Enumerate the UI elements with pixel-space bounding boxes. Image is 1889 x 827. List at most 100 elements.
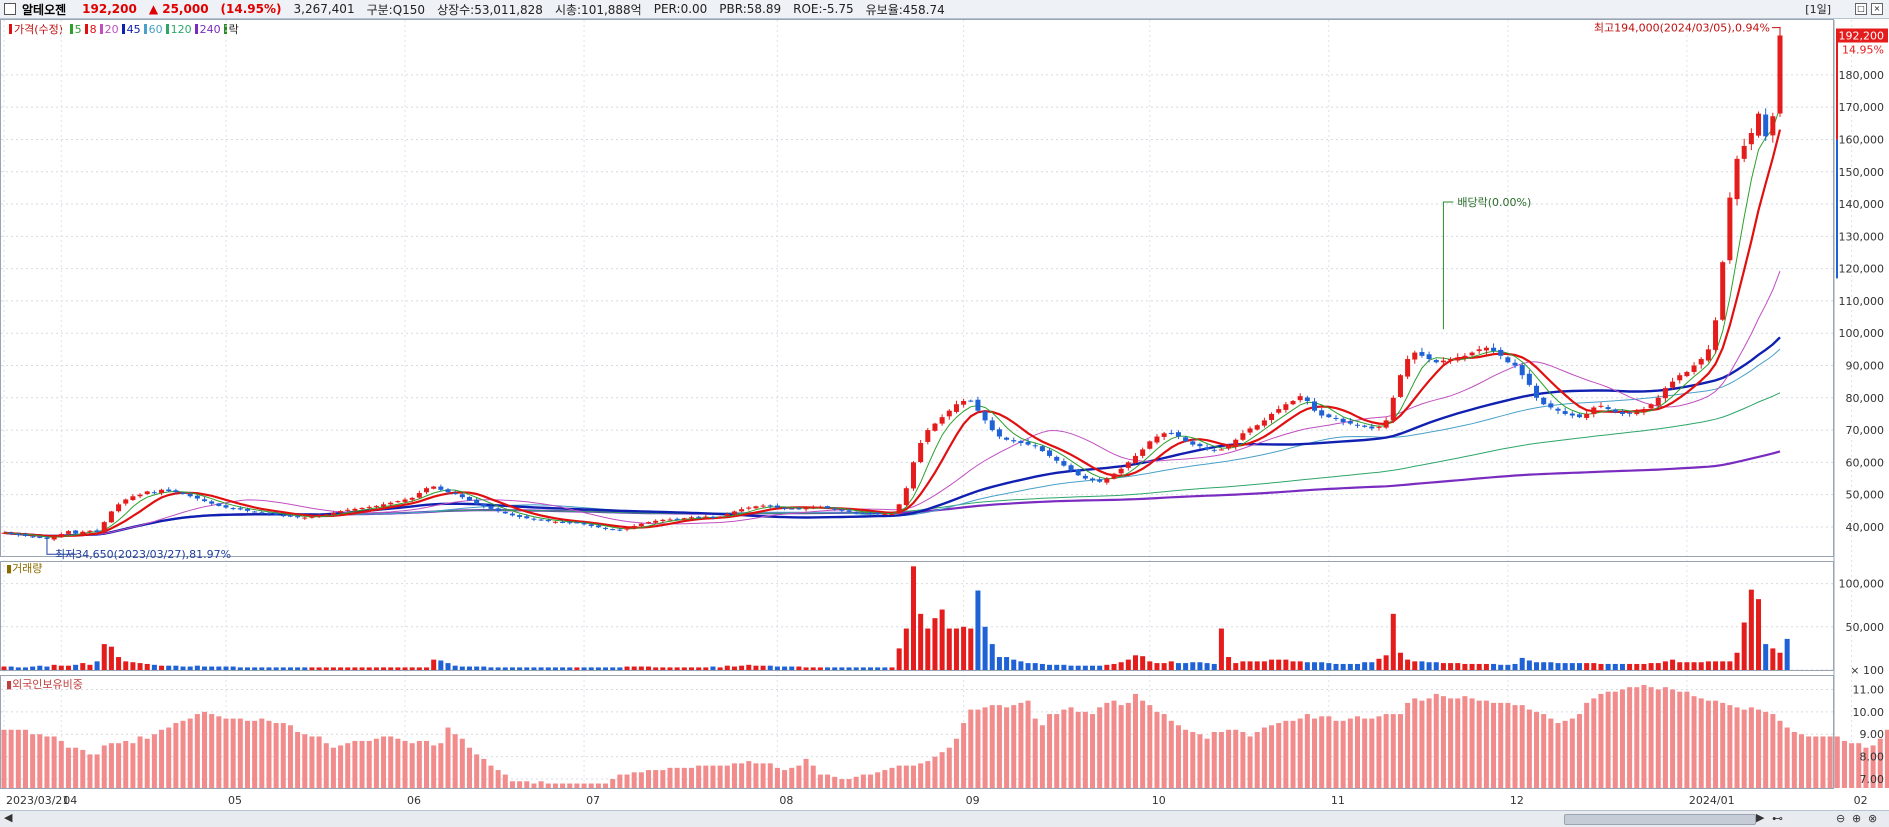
foreign-bar	[1383, 714, 1389, 788]
volume-bar	[739, 665, 745, 670]
candle-body	[1605, 407, 1611, 410]
volume-bar	[1397, 652, 1403, 670]
foreign-bar	[1827, 736, 1833, 788]
candle-body	[338, 511, 344, 513]
dividend-marker	[1442, 201, 1454, 330]
candle-body	[731, 511, 737, 515]
candle-body	[352, 508, 358, 511]
zoom-in-icon[interactable]: ⊕	[1852, 812, 1862, 825]
maximize-icon[interactable]: □	[1855, 3, 1867, 15]
volume-bar	[1290, 661, 1296, 670]
price-legend-label[interactable]: 가격(수정)	[14, 23, 64, 36]
candle-body	[1276, 409, 1282, 413]
candle-body	[166, 489, 172, 492]
volume-bar	[202, 666, 208, 670]
candle-body	[1347, 421, 1353, 424]
candle-body	[22, 534, 28, 536]
candle-body	[1004, 437, 1010, 440]
foreign-bar	[130, 743, 136, 788]
close-icon[interactable]: ×	[1871, 3, 1883, 15]
foreign-bar	[724, 765, 730, 788]
foreign-tick-label: 7.00	[1860, 773, 1885, 786]
volume-bar	[1276, 659, 1282, 670]
foreign-pane-title[interactable]: ▮외국인보유비중	[6, 678, 83, 691]
candle-body	[1562, 411, 1568, 414]
foreign-bar	[1140, 700, 1146, 788]
candle-body	[717, 516, 723, 518]
chart-canvas[interactable]: 40,000 50,000 60,000 70,000 80,000 90,000 100,…	[0, 0, 1889, 810]
zoom-reset-icon[interactable]: ⊗	[1868, 812, 1878, 825]
ma-legend-label[interactable]: 20	[104, 23, 119, 36]
volume-bar	[381, 667, 387, 670]
volume-bar	[696, 667, 702, 670]
candle-body	[1491, 347, 1497, 351]
pane-border	[0, 19, 1834, 557]
volume-bar	[638, 666, 644, 670]
foreign-bar	[681, 767, 687, 788]
candle-body	[1763, 114, 1769, 137]
foreign-bar	[73, 747, 79, 788]
candle-body	[1612, 409, 1618, 413]
candle-body	[1412, 352, 1418, 360]
horizontal-scrollbar[interactable]: ◀ ▶ ⊷ ⊖ ⊕ ⊗	[0, 810, 1889, 827]
candle-body	[1068, 465, 1074, 471]
ma-legend-label[interactable]: 45	[126, 23, 141, 36]
volume-bar	[1440, 663, 1446, 670]
volume-bar	[1018, 661, 1024, 670]
foreign-bar	[1677, 691, 1683, 788]
ma-legend-label[interactable]: 120	[170, 23, 192, 36]
foreign-bar	[910, 765, 916, 788]
candle-body	[817, 506, 823, 508]
foreign-bar	[1756, 709, 1762, 788]
candle-body	[753, 506, 759, 509]
volume-bar	[846, 667, 852, 670]
volume-pane-title[interactable]: ▮거래량	[6, 562, 43, 575]
volume-bar	[1333, 663, 1339, 670]
ma-legend-label[interactable]: 5	[74, 23, 82, 36]
candle-body	[1147, 441, 1153, 449]
volume-bar	[832, 667, 838, 670]
volume-bar	[80, 663, 86, 670]
scroll-left-icon[interactable]: ◀	[4, 811, 13, 824]
volume-bar	[15, 667, 21, 670]
scroll-right-icon[interactable]: ▶	[1756, 811, 1765, 824]
pane-checkbox[interactable]	[4, 3, 16, 15]
foreign-bar	[345, 743, 351, 788]
foreign-bar	[438, 743, 444, 788]
foreign-bar	[1283, 720, 1289, 788]
foreign-bar	[402, 740, 408, 788]
ma-legend-label[interactable]: 240	[199, 23, 221, 36]
stock-name[interactable]: 알테오젠	[22, 2, 67, 17]
foreign-bar	[202, 711, 208, 788]
candle-body	[1677, 375, 1683, 381]
candle-body	[244, 509, 250, 511]
foreign-bar	[1054, 714, 1060, 788]
candle-body	[438, 486, 444, 490]
candle-body	[1168, 432, 1174, 434]
foreign-bar	[1018, 702, 1024, 788]
volume-bar	[395, 667, 401, 670]
ma-legend-label[interactable]: 60	[148, 23, 163, 36]
foreign-bar	[610, 779, 616, 788]
foreign-bar	[1075, 711, 1081, 788]
volume-bar	[495, 667, 501, 670]
zoom-out-icon[interactable]: ⊖	[1836, 812, 1846, 825]
ma-legend-label[interactable]: 8	[89, 23, 97, 36]
ma-legend-swatch	[121, 24, 125, 34]
candle-body	[982, 411, 988, 421]
volume-bar	[295, 667, 301, 670]
candle-body	[1419, 352, 1425, 356]
scroll-thumb[interactable]	[1564, 814, 1756, 825]
period-selector[interactable]: [1일]	[1805, 3, 1831, 16]
candle-body	[65, 531, 71, 534]
foreign-bar	[624, 774, 630, 788]
volume-bar	[1627, 663, 1633, 670]
foreign-bar	[1777, 720, 1783, 788]
foreign-bar	[1426, 698, 1432, 788]
range-slider-icon[interactable]: ⊷	[1772, 812, 1783, 825]
ex-legend-label[interactable]: 락	[228, 23, 239, 36]
volume-bar	[1354, 663, 1360, 670]
volume-bar	[1218, 628, 1224, 670]
foreign-bar	[567, 783, 573, 788]
volume-bar	[338, 667, 344, 670]
